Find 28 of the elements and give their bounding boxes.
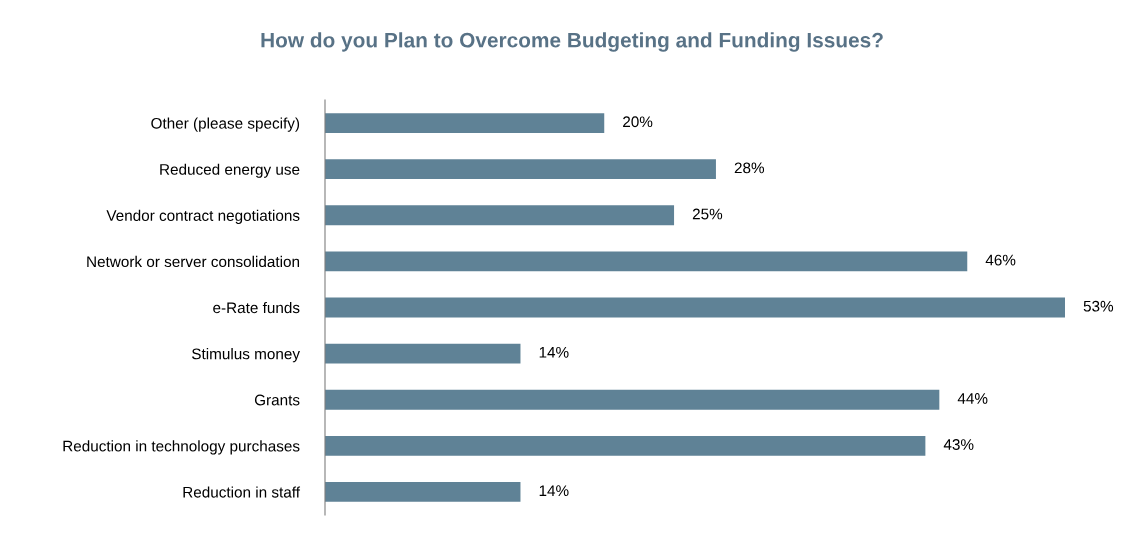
bar bbox=[325, 343, 521, 364]
data-label: 53% bbox=[1083, 300, 1114, 312]
bar bbox=[325, 389, 940, 410]
y-tick-label: Network or server consolidation bbox=[87, 255, 300, 268]
y-tick-label: Reduction in technology purchases bbox=[63, 440, 300, 455]
y-tick-label: Other (please specify) bbox=[151, 117, 300, 132]
data-label: 14% bbox=[539, 485, 569, 496]
y-tick-label: Reduced energy use bbox=[160, 163, 300, 178]
bar bbox=[325, 435, 926, 456]
data-label: 28% bbox=[734, 162, 765, 174]
chart-title: How do you Plan to Overcome Budgeting and Funding Issues? bbox=[261, 32, 883, 52]
data-label: 14% bbox=[539, 346, 569, 358]
data-label: 44% bbox=[957, 393, 988, 404]
y-tick-label: Stimulus money bbox=[192, 348, 300, 363]
bar bbox=[325, 159, 716, 180]
bar bbox=[325, 113, 605, 133]
data-label: 46% bbox=[985, 254, 1016, 266]
y-tick-label: e-Rate funds bbox=[213, 301, 300, 314]
bar bbox=[325, 205, 675, 226]
data-label: 25% bbox=[692, 208, 723, 220]
y-tick-label: Vendor contract negotiations bbox=[106, 209, 300, 224]
bar bbox=[325, 251, 968, 272]
bar bbox=[325, 297, 1065, 318]
data-label: 20% bbox=[623, 116, 653, 128]
data-label: 43% bbox=[943, 439, 974, 450]
bar bbox=[325, 482, 521, 502]
y-tick-label: Grants bbox=[254, 394, 300, 406]
y-tick-label: Reduction in staff bbox=[183, 486, 301, 498]
